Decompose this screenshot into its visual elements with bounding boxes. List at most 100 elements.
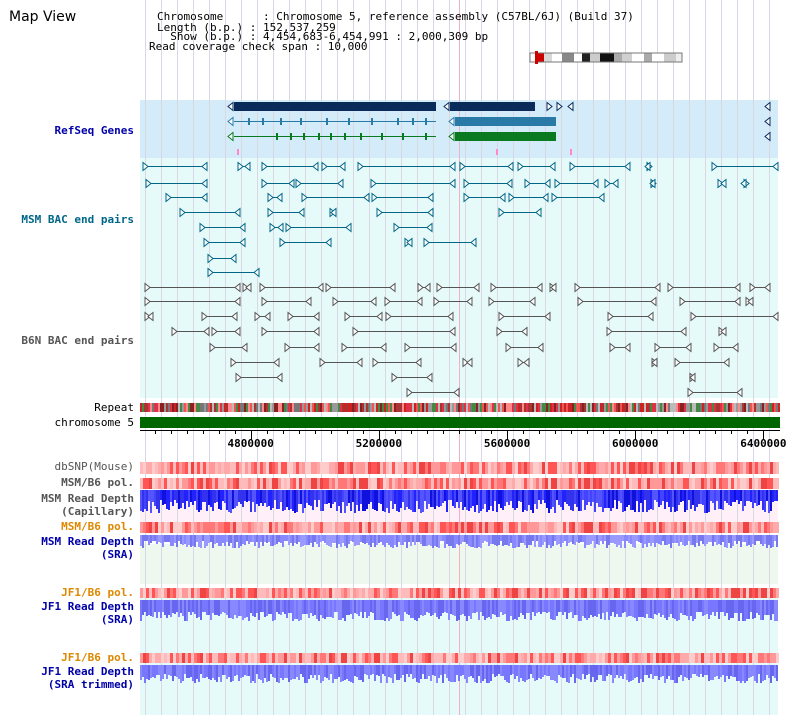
msm-sra-depth-bar bbox=[572, 535, 574, 544]
msm-b6-pol-strip bbox=[527, 478, 530, 489]
jf1-b6-pol-trimmed-strip bbox=[200, 653, 203, 663]
jf1-trimmed-depth-bar bbox=[742, 665, 744, 681]
b6n-bac-label[interactable]: B6N BAC end pairs bbox=[21, 334, 134, 347]
jf1-b6-pol-strip bbox=[650, 588, 653, 598]
msm-sra-depth-bar bbox=[246, 535, 248, 541]
jf1-b6-pol-strip bbox=[692, 588, 695, 598]
jf1-b6-pol-strip bbox=[527, 588, 530, 598]
repeat-element bbox=[226, 403, 228, 412]
repeat-element bbox=[564, 403, 566, 412]
msm-sra-depth-bar bbox=[746, 535, 748, 546]
jf1-trimmed-depth-bar bbox=[282, 665, 284, 680]
msm-b6-pol-strip bbox=[176, 478, 179, 489]
jf1-b6-pol-strip bbox=[467, 588, 470, 598]
repeat-element bbox=[494, 403, 496, 412]
dbsnp-strip bbox=[434, 462, 437, 474]
jf1-b6-pol-strip bbox=[464, 588, 467, 598]
msm-b6-pol-strip bbox=[233, 478, 236, 489]
msm-b6-pol-sra-strip bbox=[596, 522, 599, 533]
jf1-trimmed-depth-bar bbox=[186, 665, 188, 678]
jf1-trimmed-depth-bar bbox=[160, 665, 162, 681]
jf1-sra-depth-bar bbox=[410, 600, 412, 618]
repeat-element bbox=[446, 403, 448, 412]
msm-b6-pol-strip bbox=[371, 478, 374, 489]
repeat-element bbox=[506, 403, 508, 412]
msm-capillary-depth-bar bbox=[528, 490, 530, 505]
msm-bac-pair-end bbox=[463, 178, 470, 189]
jf1-trimmed-depth-bar bbox=[204, 665, 206, 678]
msm-capillary-depth-bar bbox=[710, 490, 712, 501]
msm-capillary-depth-bar bbox=[568, 490, 570, 506]
msm-bac-pair-end bbox=[207, 267, 214, 278]
msm-b6-pol-strip bbox=[491, 478, 494, 489]
jf1-b6-pol-strip bbox=[218, 588, 221, 598]
jf1-b6-pol-trimmed-strip bbox=[320, 653, 323, 663]
msm-b6-pol-strip bbox=[341, 478, 344, 489]
msm-b6-pol-sra-strip bbox=[401, 522, 404, 533]
msm-capillary-depth-bar bbox=[302, 490, 304, 513]
chromosome-bar bbox=[140, 417, 780, 428]
jf1-trimmed-depth-bar bbox=[154, 665, 156, 678]
jf1-trimmed-depth-bar bbox=[736, 665, 738, 681]
msm-capillary-depth-bar bbox=[776, 490, 778, 501]
msm-capillary-depth-bar bbox=[260, 490, 262, 503]
msm-sra-depth-bar bbox=[402, 535, 404, 545]
msm-capillary-depth-bar bbox=[404, 490, 406, 510]
jf1-sra-depth-bar bbox=[362, 600, 364, 618]
jf1-trimmed-depth-bar bbox=[246, 665, 248, 676]
jf1-b6-pol-trimmed-strip bbox=[443, 653, 446, 663]
b6n-bac-pair-end bbox=[385, 311, 392, 322]
b6n-bac-pair-end bbox=[517, 357, 524, 368]
msm-sra-depth-bar bbox=[562, 535, 564, 543]
msm-b6-pol-strip bbox=[503, 478, 506, 489]
jf1-b6-pol-strip bbox=[296, 588, 299, 598]
jf1-b6-pol-strip bbox=[632, 588, 635, 598]
msm-capillary-depth-bar bbox=[142, 490, 144, 512]
msm-bac-label[interactable]: MSM BAC end pairs bbox=[21, 213, 134, 226]
msm-sra-depth-bar bbox=[156, 535, 158, 544]
jf1-trimmed-depth-bar bbox=[340, 665, 342, 682]
jf1-sra-depth-bar bbox=[440, 600, 442, 616]
refseq-genes-label[interactable]: RefSeq Genes bbox=[54, 124, 134, 137]
msm-b6-pol-strip bbox=[581, 478, 584, 489]
jf1-sra-depth-bar bbox=[170, 600, 172, 617]
msm-b6-pol-sra-strip bbox=[434, 522, 437, 533]
msm-sra-depth-bar bbox=[526, 535, 528, 548]
jf1-sra-depth-bar bbox=[540, 600, 542, 614]
repeat-element bbox=[578, 403, 580, 412]
b6n-bac-pair-end bbox=[713, 342, 720, 353]
msm-capillary-depth-bar bbox=[694, 490, 696, 511]
msm-sra-depth-bar bbox=[476, 535, 478, 548]
repeat-element bbox=[772, 403, 774, 412]
jf1-b6-pol-trimmed-strip bbox=[656, 653, 659, 663]
repeat-element bbox=[252, 403, 254, 412]
msm-b6-pol-strip bbox=[209, 478, 212, 489]
repeat-element bbox=[694, 403, 696, 412]
dbsnp-strip bbox=[689, 462, 692, 474]
jf1-sra-depth-bar bbox=[654, 600, 656, 614]
msm-b6-pol-strip bbox=[218, 478, 221, 489]
jf1-b6-pol-strip bbox=[572, 588, 575, 598]
msm-b6-pol-strip bbox=[542, 478, 545, 489]
dbsnp-strip bbox=[347, 462, 350, 474]
jf1-sra-depth-bar bbox=[764, 600, 766, 615]
jf1-b6-pol-strip bbox=[248, 588, 251, 598]
msm-capillary-depth-bar bbox=[446, 490, 448, 512]
jf1-sra-depth-bar bbox=[672, 600, 674, 618]
repeat-element bbox=[340, 403, 342, 412]
jf1-sra-depth-bar bbox=[656, 600, 658, 615]
repeat-element bbox=[460, 403, 462, 412]
jf1-trimmed-depth-bar bbox=[492, 665, 494, 674]
msm-capillary-depth-bar bbox=[242, 490, 244, 507]
msm-capillary-depth-bar bbox=[490, 490, 492, 506]
jf1-trimmed-depth-bar bbox=[502, 665, 504, 676]
jf1-trimmed-depth-bar bbox=[384, 665, 386, 676]
jf1-trimmed-depth-bar bbox=[570, 665, 572, 677]
jf1-sra-depth-bar bbox=[600, 600, 602, 619]
jf1-b6-pol-strip bbox=[275, 588, 278, 598]
msm-b6-pol-sra-strip bbox=[509, 522, 512, 533]
jf1-trimmed-depth-bar bbox=[740, 665, 742, 683]
repeat-element bbox=[262, 403, 264, 412]
msm-capillary-depth-bar bbox=[294, 490, 296, 513]
